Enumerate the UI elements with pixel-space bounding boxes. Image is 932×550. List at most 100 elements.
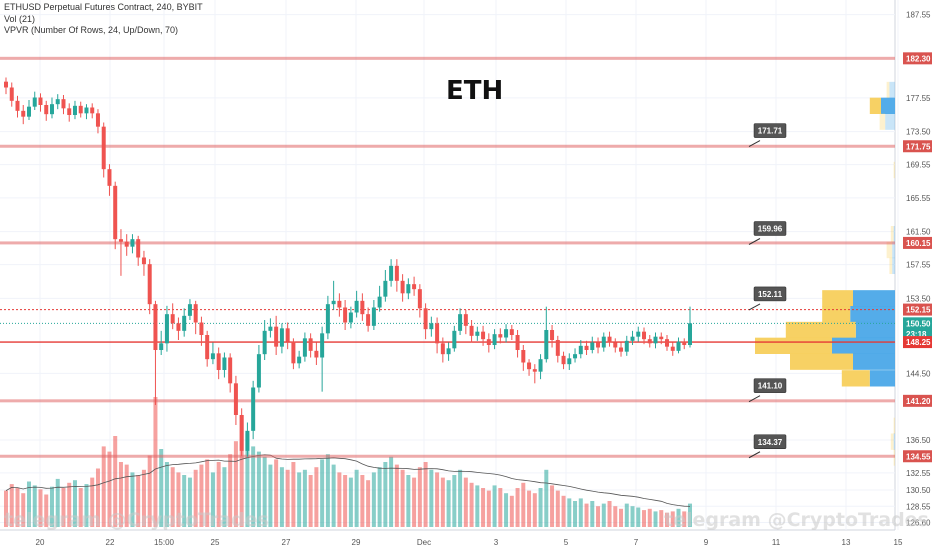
volume-bar: [67, 482, 72, 527]
candle-body: [130, 239, 135, 247]
volume-bar: [239, 415, 244, 527]
candle-body: [182, 315, 187, 331]
vpvr-up-bar: [853, 290, 895, 307]
volume-bar: [314, 467, 319, 527]
volume-bar: [423, 462, 428, 527]
x-axis-tick-label: 11: [772, 538, 781, 547]
candle-body: [446, 348, 451, 355]
horizontal-level-line: [0, 56, 895, 60]
volume-bar: [164, 462, 169, 527]
volume-bar: [400, 469, 405, 527]
volume-bar: [279, 467, 284, 527]
price-badge-label: 141.20: [906, 397, 931, 406]
vpvr-up-bar: [881, 97, 895, 114]
price-badge-label: 182.30: [906, 54, 931, 63]
horizontal-level-line: [0, 454, 895, 458]
x-axis-tick-label: 9: [704, 538, 709, 547]
candle-body: [555, 340, 560, 356]
volume-bar: [440, 477, 445, 527]
volume-bar: [463, 477, 468, 527]
vpvr-down-bar: [890, 433, 894, 450]
candle-body: [210, 353, 215, 360]
candle-body: [676, 341, 681, 351]
volume-bar: [78, 488, 83, 527]
candle-body: [15, 100, 20, 111]
y-axis-tick-label: 177.55: [906, 94, 931, 103]
candle-body: [302, 338, 307, 357]
x-axis-tick-label: 15: [894, 538, 903, 547]
candle-body: [400, 280, 405, 294]
volume-bar: [469, 482, 474, 527]
price-callout: 159.96: [748, 221, 787, 245]
x-axis-tick-label: Dec: [417, 538, 431, 547]
candle-body: [337, 300, 342, 308]
volume-bar: [233, 441, 238, 527]
volume-bar: [210, 472, 215, 527]
candle-body: [343, 307, 348, 323]
volume-bar: [302, 469, 307, 527]
candle-body: [199, 322, 204, 335]
volume-legend[interactable]: Vol (21): [4, 13, 36, 24]
candle-body: [458, 314, 463, 331]
volume-bar: [15, 488, 20, 527]
volume-bar: [354, 469, 359, 527]
x-axis-tick-label: 22: [106, 538, 115, 547]
candle-body: [573, 354, 578, 359]
callout-pointer: [748, 140, 761, 148]
volume-bar: [619, 508, 624, 527]
volume-bar: [688, 503, 692, 527]
price-badge: [903, 236, 932, 249]
volume-bar: [435, 472, 440, 527]
y-axis-tick-label: 132.55: [906, 469, 931, 478]
price-badge: [903, 394, 932, 407]
volume-bar: [544, 469, 549, 527]
vpvr-up-bar: [855, 321, 895, 339]
vpvr-down-bar: [822, 306, 851, 323]
price-callout: 134.37: [748, 434, 787, 459]
symbol-legend[interactable]: ETHUSD Perpetual Futures Contract, 240, …: [4, 2, 203, 12]
callout-pointer: [748, 395, 761, 403]
candle-body: [90, 107, 95, 114]
candle-body: [38, 97, 43, 105]
y-axis-tick-label: 187.55: [906, 11, 931, 20]
candle-body: [642, 331, 647, 340]
candle-body: [268, 326, 273, 331]
volume-bar: [348, 477, 353, 527]
volume-bar: [187, 477, 192, 527]
vpvr-up-bar: [889, 81, 895, 99]
volume-bar: [199, 464, 204, 527]
volume-bar: [182, 475, 187, 527]
volume-bar: [521, 482, 526, 527]
volume-bar: [331, 464, 336, 527]
price-badge-label: 150.50: [906, 319, 931, 328]
candle-body: [481, 331, 486, 340]
vpvr-down-bar: [879, 113, 886, 130]
volume-bar: [118, 462, 123, 527]
vpvr-legend[interactable]: VPVR (Number Of Rows, 24, Up/Down, 70): [4, 25, 179, 35]
volume-bar: [176, 472, 181, 527]
vpvr-down-bar: [886, 241, 893, 259]
volume-bar: [95, 468, 100, 527]
candle-body: [371, 307, 376, 326]
y-axis-tick-label: 144.50: [906, 369, 931, 378]
candle-body: [538, 359, 543, 372]
horizontal-level-line: [0, 241, 895, 245]
candle-body: [44, 105, 49, 115]
volume-bar: [130, 472, 135, 527]
vpvr-up-bar: [832, 337, 895, 354]
volume-bar: [38, 489, 43, 527]
volume-bar: [159, 449, 164, 527]
candle-body: [49, 104, 54, 115]
candle-body: [527, 362, 532, 370]
volume-ma-line: [5, 454, 691, 507]
callout-pointer: [748, 303, 761, 311]
volume-bar: [4, 490, 8, 527]
candle-body: [26, 106, 31, 117]
volume-bar: [527, 490, 532, 527]
x-axis-tick-label: 3: [494, 538, 499, 547]
candle-body: [331, 300, 336, 305]
volume-bar: [371, 472, 376, 527]
volume-bar: [124, 464, 129, 527]
